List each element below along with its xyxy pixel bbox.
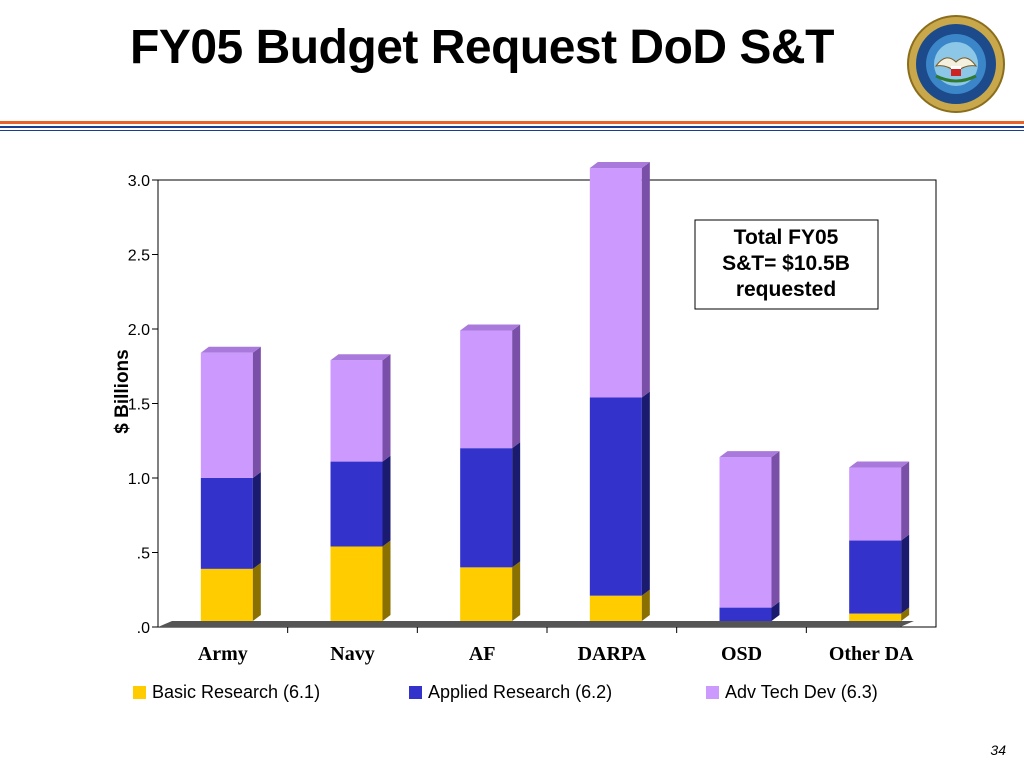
header-rule-orange <box>0 121 1024 124</box>
bar-segment <box>200 477 253 569</box>
annotation-line: Total FY05 <box>734 226 839 249</box>
bar-segment <box>849 467 902 541</box>
x-tick-label: OSD <box>721 643 762 665</box>
bar-segment <box>200 568 253 621</box>
bar-segment-side <box>901 607 910 621</box>
legend-item-applied: Applied Research (6.2) <box>409 682 612 703</box>
bar-segment <box>460 330 513 449</box>
annotation-box <box>694 219 879 310</box>
bar-segment <box>460 448 513 568</box>
x-tick-label: DARPA <box>578 643 647 665</box>
header-rule-blue-thin <box>0 130 1024 131</box>
bar-top-cap <box>849 461 910 468</box>
bar-segment <box>719 457 772 608</box>
header-rule-blue <box>0 126 1024 128</box>
bar-top-cap <box>460 324 521 331</box>
bar-top-cap <box>330 354 391 361</box>
bar-segment-side <box>512 561 521 621</box>
legend-swatch-applied <box>409 686 422 699</box>
bar-segment-side <box>641 162 650 398</box>
bar-segment <box>849 613 902 621</box>
slide-title: FY05 Budget Request DoD S&T <box>130 21 834 74</box>
bar-segment-side <box>641 391 650 596</box>
legend-item-advtech: Adv Tech Dev (6.3) <box>706 682 878 703</box>
bar-segment-side <box>771 601 780 621</box>
legend-swatch-basic <box>133 686 146 699</box>
bar-top-cap <box>719 451 780 458</box>
bar-segment-side <box>382 455 391 547</box>
bar-segment-side <box>771 451 780 608</box>
bar-segment-side <box>901 534 910 614</box>
bar-segment-side <box>382 540 391 621</box>
bar-segment-side <box>901 461 910 541</box>
bar-segment <box>849 540 902 614</box>
bar-top-cap <box>200 346 261 353</box>
bar-segment <box>589 595 642 621</box>
legend-label-applied: Applied Research (6.2) <box>428 682 613 702</box>
bar-segment <box>589 168 642 398</box>
legend-label-advtech: Adv Tech Dev (6.3) <box>725 682 878 702</box>
x-tick-label: Other DA <box>829 643 914 665</box>
bar-segment-side <box>382 354 391 462</box>
bar-segment-side <box>512 324 521 449</box>
y-tick-label: 3.0 <box>128 173 150 190</box>
bar-segment <box>460 567 513 621</box>
stacked-bar-chart: .0 .5 1.0 1.5 2.0 2.5 3.0 $ Billions Army Navy AF D… <box>112 162 937 665</box>
legend-item-basic: Basic Research (6.1) <box>133 682 320 703</box>
bar-segment <box>589 397 642 596</box>
x-tick-label: AF <box>469 643 496 665</box>
annotation-line: requested <box>736 278 836 301</box>
bar-top-cap <box>589 162 650 169</box>
y-tick-label: 2.0 <box>128 322 150 339</box>
legend-label-basic: Basic Research (6.1) <box>152 682 321 702</box>
bar-segment-side <box>512 442 521 568</box>
x-tick-label: Army <box>198 643 248 665</box>
y-tick-label: 2.5 <box>128 248 150 265</box>
x-tick-label: Navy <box>330 643 374 665</box>
bar-segment <box>200 352 253 478</box>
plot-floor <box>158 621 914 627</box>
legend-swatch-advtech <box>706 686 719 699</box>
y-tick-label: .0 <box>137 620 150 637</box>
bar-segment <box>719 607 772 621</box>
bar-segment <box>330 360 383 462</box>
y-tick-label: 1.5 <box>128 397 150 414</box>
annotation-line: S&T= $10.5B <box>722 252 850 275</box>
y-tick-label: .5 <box>137 546 150 563</box>
y-axis-label: $ Billions <box>112 349 133 433</box>
seal-graphic <box>907 15 1005 113</box>
bar-segment-side <box>252 562 261 621</box>
y-tick-label: 1.0 <box>128 471 150 488</box>
page-number: 34 <box>990 742 1006 758</box>
department-of-defense-seal-icon <box>906 14 1006 119</box>
bar-segment <box>330 546 383 621</box>
bar-segment <box>330 461 383 547</box>
bar-segment-side <box>641 589 650 621</box>
chart-legend: Basic Research (6.1) Applied Research (6… <box>0 682 1024 706</box>
bar-segment-side <box>252 471 261 569</box>
bar-segment-side <box>252 346 261 478</box>
